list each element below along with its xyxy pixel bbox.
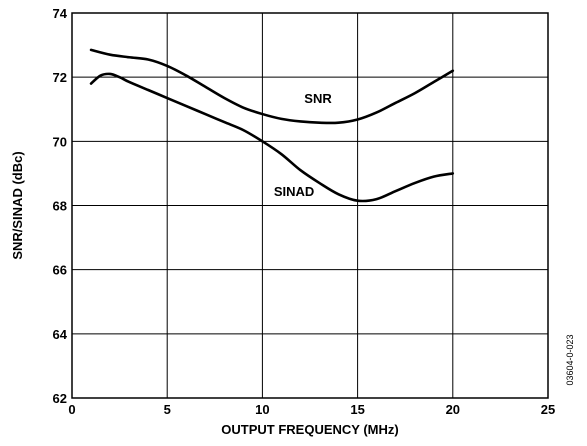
label-layer: SNR SINAD bbox=[274, 91, 333, 199]
x-axis-title: OUTPUT FREQUENCY (MHz) bbox=[221, 422, 398, 437]
x-tick-label: 20 bbox=[446, 402, 460, 417]
y-tick-label: 70 bbox=[53, 134, 67, 149]
y-tick-label: 74 bbox=[53, 6, 68, 21]
y-tick-label: 68 bbox=[53, 199, 67, 214]
grid-layer bbox=[72, 13, 548, 398]
y-tick-label: 64 bbox=[53, 327, 68, 342]
series-label-snr: SNR bbox=[304, 91, 332, 106]
x-tick-label: 10 bbox=[255, 402, 269, 417]
x-tick-label: 0 bbox=[68, 402, 75, 417]
plot-frame bbox=[71, 12, 549, 399]
y-axis-title: SNR/SINAD (dBc) bbox=[10, 151, 25, 259]
x-tick-label: 15 bbox=[350, 402, 364, 417]
series-line-snr bbox=[89, 48, 455, 125]
y-tick-label: 72 bbox=[53, 70, 67, 85]
series-layer bbox=[89, 48, 455, 203]
figure-id: 03604-0-023 bbox=[565, 334, 575, 385]
series-label-sinad: SINAD bbox=[274, 184, 314, 199]
y-tick-label: 66 bbox=[53, 263, 67, 278]
tick-layer: 0 5 10 15 20 25 62 64 66 68 70 72 74 bbox=[53, 6, 556, 417]
y-tick-label: 62 bbox=[53, 391, 67, 406]
x-tick-label: 5 bbox=[164, 402, 171, 417]
x-tick-label: 25 bbox=[541, 402, 555, 417]
series-line-sinad bbox=[89, 72, 455, 203]
